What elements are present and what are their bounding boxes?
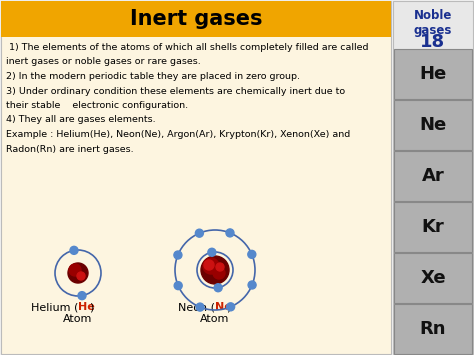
FancyBboxPatch shape — [393, 1, 473, 354]
Text: Neon (: Neon ( — [178, 302, 215, 312]
FancyBboxPatch shape — [394, 202, 472, 252]
Circle shape — [174, 282, 182, 290]
Circle shape — [196, 303, 204, 311]
Text: ): ) — [226, 302, 230, 312]
Text: Rn: Rn — [420, 320, 446, 338]
Circle shape — [70, 246, 78, 254]
Text: Atom: Atom — [64, 314, 93, 324]
Circle shape — [68, 263, 88, 283]
Circle shape — [216, 263, 224, 271]
Circle shape — [214, 284, 222, 292]
Text: 2) In the modern periodic table they are placed in zero group.: 2) In the modern periodic table they are… — [6, 72, 300, 81]
Circle shape — [248, 250, 256, 258]
Text: Noble
gases: Noble gases — [414, 9, 452, 37]
Circle shape — [195, 229, 203, 237]
Text: 18: 18 — [420, 33, 446, 51]
Circle shape — [201, 256, 229, 284]
Circle shape — [77, 272, 85, 280]
Text: He: He — [78, 302, 95, 312]
Circle shape — [227, 303, 235, 311]
Text: Ne: Ne — [419, 116, 447, 134]
Text: He: He — [419, 65, 447, 83]
FancyBboxPatch shape — [1, 1, 391, 37]
Circle shape — [204, 260, 214, 270]
Circle shape — [208, 248, 216, 256]
Text: Kr: Kr — [422, 218, 444, 236]
FancyBboxPatch shape — [394, 100, 472, 150]
Circle shape — [174, 251, 182, 259]
FancyBboxPatch shape — [394, 151, 472, 201]
Circle shape — [226, 229, 234, 237]
Circle shape — [203, 258, 219, 274]
Text: inert gases or noble gases or rare gases.: inert gases or noble gases or rare gases… — [6, 58, 201, 66]
Text: Atom: Atom — [201, 314, 230, 324]
Circle shape — [248, 281, 256, 289]
Circle shape — [69, 264, 81, 276]
Text: Example : Helium(He), Neon(Ne), Argon(Ar), Krypton(Kr), Xenon(Xe) and: Example : Helium(He), Neon(Ne), Argon(Ar… — [6, 130, 350, 139]
Text: 3) Under ordinary condition these elements are chemically inert due to: 3) Under ordinary condition these elemen… — [6, 87, 345, 95]
FancyBboxPatch shape — [394, 253, 472, 303]
Text: ): ) — [89, 302, 93, 312]
Text: Helium (: Helium ( — [31, 302, 78, 312]
Circle shape — [213, 267, 225, 279]
FancyBboxPatch shape — [1, 1, 391, 354]
FancyBboxPatch shape — [394, 304, 472, 354]
Text: Radon(Rn) are inert gases.: Radon(Rn) are inert gases. — [6, 144, 134, 153]
Text: Ar: Ar — [422, 167, 444, 185]
Text: Xe: Xe — [420, 269, 446, 287]
Circle shape — [78, 292, 86, 300]
Text: Ne: Ne — [215, 302, 232, 312]
Text: Inert gases: Inert gases — [130, 9, 262, 29]
FancyBboxPatch shape — [394, 49, 472, 99]
Text: their stable    electronic configuration.: their stable electronic configuration. — [6, 101, 188, 110]
Text: 4) They all are gases elements.: 4) They all are gases elements. — [6, 115, 155, 125]
Text: 1) The elements of the atoms of which all shells completely filled are called: 1) The elements of the atoms of which al… — [6, 43, 368, 52]
